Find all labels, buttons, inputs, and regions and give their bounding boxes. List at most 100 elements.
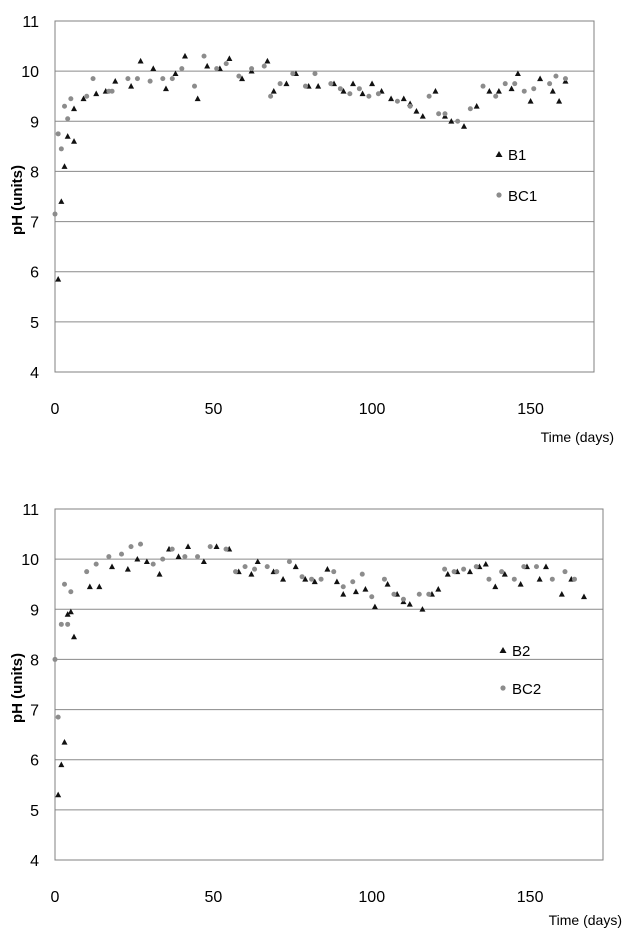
data-point-b1 — [388, 95, 395, 102]
data-point-bc1 — [52, 211, 58, 217]
data-point-bc2 — [381, 576, 387, 582]
data-point-bc2 — [195, 554, 201, 560]
y-tick-label: 11 — [22, 502, 39, 519]
data-point-bc2 — [486, 576, 492, 582]
data-point-bc1 — [547, 81, 553, 87]
x-axis-label: Time (days) — [549, 912, 622, 928]
y-tick-label: 11 — [22, 14, 39, 31]
data-point-bc1 — [277, 81, 283, 87]
data-point-bc2 — [562, 569, 568, 575]
data-point-bc2 — [549, 576, 555, 582]
data-point-bc1 — [302, 83, 308, 89]
data-point-b2 — [482, 560, 489, 567]
plot-area-border — [54, 508, 604, 861]
data-point-b1 — [80, 95, 87, 102]
data-point-b2 — [96, 583, 103, 590]
x-tick-label: 150 — [517, 889, 544, 906]
data-point-b1 — [400, 95, 407, 102]
data-point-bc1 — [223, 61, 229, 67]
data-point-bc2 — [150, 561, 156, 567]
data-point-b2 — [371, 603, 378, 610]
legend-label-bc1: BC1 — [508, 188, 537, 205]
data-point-b2 — [175, 553, 182, 560]
data-point-bc1 — [268, 93, 274, 99]
data-point-bc1 — [394, 98, 400, 104]
data-point-bc2 — [286, 559, 292, 565]
plot-area-border — [54, 20, 595, 373]
data-point-b1 — [556, 98, 563, 104]
data-point-bc1 — [436, 111, 442, 117]
data-point-b1 — [432, 88, 439, 94]
data-point-b1 — [194, 95, 201, 102]
data-point-bc2 — [93, 561, 99, 567]
data-point-b2 — [55, 791, 62, 798]
data-point-bc2 — [318, 576, 324, 582]
data-point-b1 — [172, 70, 179, 77]
data-point-bc1 — [480, 83, 486, 89]
data-point-b1 — [473, 103, 480, 109]
data-point-b2 — [71, 633, 78, 640]
data-point-bc1 — [90, 76, 96, 82]
data-point-b2 — [444, 570, 451, 577]
data-point-b2 — [435, 586, 442, 592]
data-point-b2 — [333, 578, 340, 585]
data-point-b2 — [406, 601, 413, 607]
legend-label-b2: B2 — [512, 643, 530, 660]
data-point-bc1 — [55, 131, 61, 137]
data-point-bc2 — [274, 569, 280, 575]
x-tick-label: 100 — [358, 889, 385, 906]
data-point-bc1 — [426, 93, 432, 99]
y-axis-label: pH (units) — [9, 165, 26, 235]
data-point-bc1 — [337, 86, 343, 92]
data-point-b2 — [64, 611, 71, 617]
data-point-b1 — [514, 70, 521, 77]
data-point-b1 — [508, 85, 515, 92]
data-point-b2 — [492, 583, 499, 590]
data-point-b2 — [542, 563, 549, 570]
y-tick-labels: 4 5 6 7 8 9 10 11 — [21, 502, 39, 870]
data-point-bc1 — [58, 146, 64, 152]
y-tick-label: 8 — [30, 164, 39, 181]
data-point-bc1 — [84, 93, 90, 99]
legend: B1 BC1 — [495, 147, 537, 205]
data-point-b2 — [384, 581, 391, 587]
data-point-bc2 — [58, 621, 64, 627]
data-point-b2 — [86, 583, 93, 590]
legend-marker-b2 — [499, 647, 507, 653]
data-point-b1 — [527, 98, 534, 104]
data-point-bc2 — [84, 569, 90, 575]
y-tick-label: 7 — [30, 703, 39, 720]
data-point-b1 — [226, 55, 233, 62]
data-point-bc1 — [261, 63, 267, 69]
data-point-b2 — [311, 578, 318, 585]
data-point-bc1 — [521, 88, 527, 94]
data-point-b2 — [248, 570, 255, 577]
data-point-b1 — [413, 108, 420, 114]
data-point-b1 — [283, 80, 290, 87]
data-point-bc2 — [331, 569, 337, 575]
y-tick-label: 6 — [30, 753, 39, 770]
data-point-bc2 — [299, 574, 305, 580]
data-point-bc1 — [236, 73, 242, 79]
data-point-bc1 — [179, 66, 185, 72]
data-point-bc1 — [347, 91, 353, 97]
x-tick-label: 0 — [51, 401, 60, 418]
data-point-bc1 — [169, 76, 175, 82]
data-point-b1 — [162, 85, 169, 92]
data-point-bc2 — [391, 591, 397, 597]
data-point-bc1 — [214, 66, 220, 72]
data-point-bc1 — [125, 76, 131, 82]
data-point-b1 — [340, 88, 347, 94]
data-point-b1 — [61, 163, 68, 169]
y-tick-label: 6 — [30, 265, 39, 282]
data-point-b2 — [352, 588, 359, 595]
data-point-bc1 — [68, 96, 74, 102]
grid-lines — [55, 70, 594, 323]
x-tick-labels: 0 50 100 150 — [51, 401, 544, 418]
data-point-bc1 — [366, 93, 372, 99]
data-point-bc1 — [375, 91, 381, 97]
data-point-bc1 — [147, 78, 153, 84]
data-points — [52, 541, 587, 798]
data-point-bc2 — [233, 569, 239, 575]
data-point-b2 — [280, 576, 287, 582]
